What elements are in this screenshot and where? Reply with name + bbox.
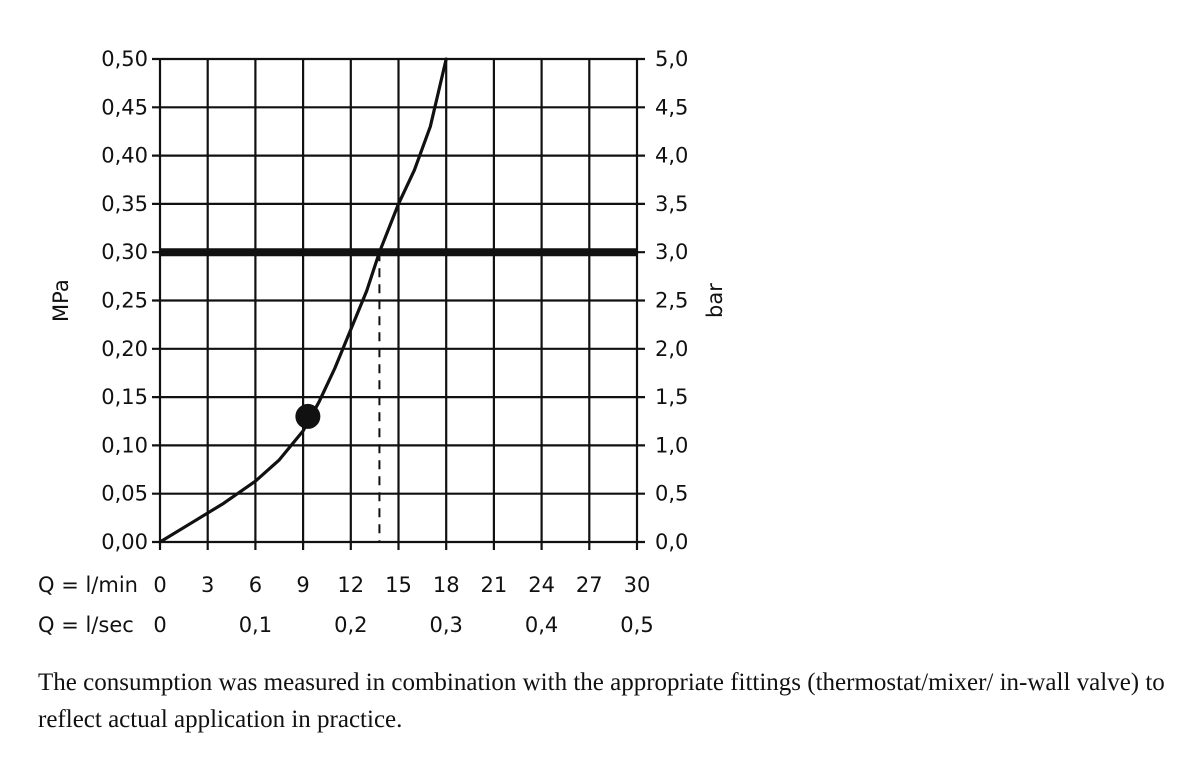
left-tick-label: 0,30 [101,240,148,264]
x-primary-axis-label: Q = l/min [38,573,138,597]
x-secondary-tick-label: 0,3 [429,613,462,637]
right-tick-label: 4,0 [655,144,688,168]
x-primary-tick-label: 12 [337,573,364,597]
x-primary-tick-label: 9 [296,573,309,597]
left-tick-label: 0,15 [101,385,148,409]
operating-point-marker [295,403,321,429]
x-secondary-tick-label: 0,1 [239,613,272,637]
right-tick-label: 0,5 [655,482,688,506]
right-tick-label: 4,5 [655,95,688,119]
right-axis-title: bar [703,283,727,318]
right-tick-label: 1,5 [655,385,688,409]
right-tick-label: 3,5 [655,192,688,216]
right-tick-label: 5,0 [655,47,688,71]
left-axis-title: MPa [49,279,73,322]
left-tick-label: 0,40 [101,144,148,168]
x-secondary-tick-label: 0,5 [620,613,653,637]
right-axis: 0,0 0,5 1,0 1,5 2,0 2,5 3,0 3,5 4,0 4,5 5,0 [655,47,688,554]
left-tick-label: 0,05 [101,482,148,506]
left-tick-label: 0,10 [101,433,148,457]
x-primary-tick-label: 3 [201,573,214,597]
grid [152,57,645,550]
chart-caption: The consumption was measured in combinat… [38,669,1165,733]
chart-marks [158,57,637,544]
left-tick-label: 0,45 [101,95,148,119]
right-tick-label: 3,0 [655,240,688,264]
x-primary-tick-label: 0 [153,573,166,597]
x-secondary-tick-label: 0,4 [525,613,558,637]
right-tick-label: 2,0 [655,337,688,361]
left-tick-label: 0,00 [101,530,148,554]
right-tick-label: 1,0 [655,433,688,457]
x-primary-tick-label: 27 [576,573,603,597]
left-tick-label: 0,50 [101,47,148,71]
x-secondary-axis-label: Q = l/sec [38,613,134,637]
x-primary-tick-label: 15 [385,573,412,597]
x-axis: 0 3 6 9 12 15 18 21 24 27 30 0 0,1 0,2 0,3 0,4 0,5 [153,573,653,637]
left-tick-label: 0,25 [101,289,148,313]
flow-curve [158,57,448,544]
x-secondary-tick-label: 0,2 [334,613,367,637]
left-axis: 0,00 0,05 0,10 0,15 0,20 0,25 0,30 0,35 0,40 0,45… [101,47,148,554]
left-tick-label: 0,20 [101,337,148,361]
x-primary-tick-label: 6 [249,573,262,597]
right-tick-label: 0,0 [655,530,688,554]
x-primary-tick-label: 24 [528,573,555,597]
left-tick-label: 0,35 [101,192,148,216]
x-primary-tick-label: 18 [433,573,460,597]
x-primary-tick-label: 30 [624,573,651,597]
x-primary-tick-label: 21 [481,573,508,597]
right-tick-label: 2,5 [655,289,688,313]
flow-pressure-chart: 0,000,050,100,150,200,250,300,350,400,45… [38,47,727,637]
x-secondary-tick-label: 0 [153,613,166,637]
